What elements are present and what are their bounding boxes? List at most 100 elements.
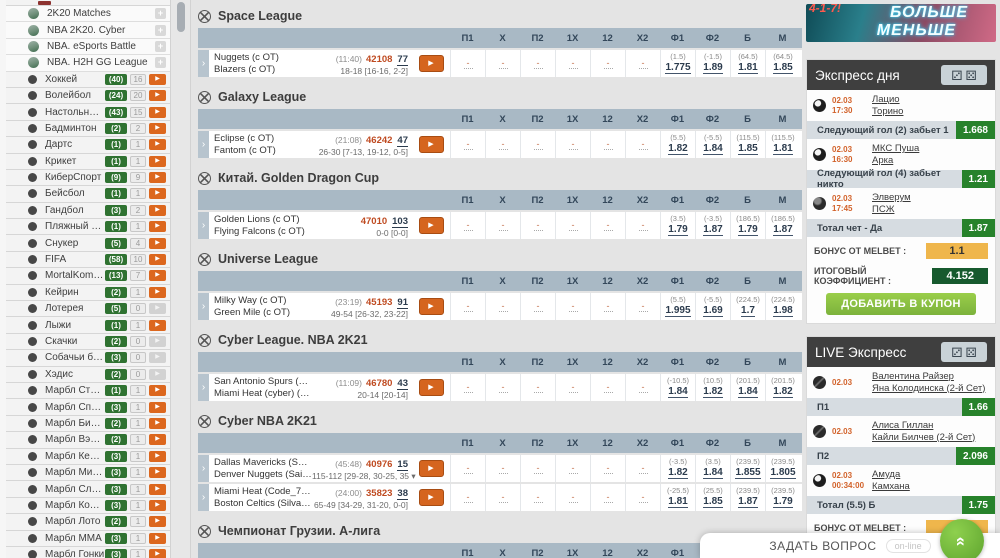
sidebar-item[interactable]: NBA. H2H GG League + — [6, 55, 170, 72]
odds-value[interactable]: 1.79 — [773, 495, 793, 508]
video-play-button[interactable]: ▶ — [418, 136, 444, 153]
sidebar-scrollbar[interactable] — [170, 0, 191, 558]
promo-banner[interactable]: 4-1-7! БОЛЬШЕ МЕНЬШЕ — [806, 4, 996, 42]
odds-value[interactable]: 1.81 — [773, 142, 793, 155]
league-header[interactable]: Cyber League. NBA 2K21 — [198, 332, 802, 348]
odds-value[interactable]: 1.85 — [703, 495, 723, 508]
sidebar-item[interactable]: Марбл Спиннеры(3)1▶ — [6, 399, 170, 416]
sidebar-item[interactable]: MortalKombat (13) 7 ▶ — [6, 268, 170, 285]
play-button[interactable]: ▶ — [149, 204, 166, 216]
expand-chevron[interactable]: › — [198, 50, 209, 77]
play-button[interactable]: ▶ — [149, 532, 166, 544]
odds-value[interactable]: 1.82 — [668, 142, 688, 155]
odds-value[interactable]: 1.82 — [668, 466, 688, 479]
play-button[interactable]: ▶ — [149, 467, 166, 479]
play-button[interactable]: ▶ — [149, 237, 166, 249]
video-play-button[interactable]: ▶ — [418, 217, 444, 234]
team-link[interactable]: Амуда — [872, 469, 901, 480]
sidebar-item[interactable]: Марбл Бильярд(2)1▶ — [6, 415, 170, 433]
video-play-button[interactable]: ▶ — [418, 298, 444, 315]
team-names[interactable]: San Antonio Spurs (cyber) (с ОТ)Miami He… — [209, 374, 312, 401]
odds-value[interactable]: 1.84 — [738, 385, 758, 398]
league-header[interactable]: Space League — [198, 8, 802, 24]
sidebar-item[interactable]: Крикет (1) 1 ▶ — [6, 153, 170, 170]
play-button[interactable]: ▶ — [149, 549, 166, 558]
sidebar-item[interactable]: Марбл Коллижн(3)1▶ — [6, 497, 170, 515]
play-button[interactable]: ▶ — [149, 254, 166, 266]
team-link[interactable]: МКС Пуша — [872, 143, 920, 154]
plus-icon[interactable]: + — [155, 40, 166, 52]
play-button[interactable]: ▶ — [149, 221, 166, 233]
sidebar-item[interactable]: Настольный теннис(43)15▶ — [6, 104, 170, 121]
odds-value[interactable]: 1.775 — [665, 61, 691, 74]
odds-value[interactable]: 1.87 — [703, 223, 723, 236]
plus-icon[interactable]: + — [155, 24, 166, 36]
sidebar-item[interactable]: Скачки (2) 0 ▶ — [6, 333, 170, 351]
play-button[interactable]: ▶ — [149, 286, 166, 298]
team-names[interactable]: Milky Way (с ОТ) Green Mile (с ОТ) — [209, 293, 312, 320]
team-link[interactable]: Яна Колодинска (2-й Сет) — [872, 382, 986, 394]
ask-question-bar[interactable]: ЗАДАТЬ ВОПРОС on-line « — [700, 519, 1000, 558]
odds-value[interactable]: 1.855 — [735, 466, 761, 479]
league-header[interactable]: Чемпионат Грузии. А-лига — [198, 523, 802, 539]
team-link[interactable]: Кайли Билчев (2-й Сет) — [872, 431, 976, 443]
play-button[interactable]: ▶ — [149, 172, 166, 184]
sidebar-item[interactable]: Марбл Лото (2) 1 ▶ — [6, 514, 170, 531]
play-button[interactable]: ▶ — [149, 90, 166, 102]
team-names[interactable]: Nuggets (с ОТ) Blazers (с ОТ) — [209, 50, 312, 77]
sidebar-item[interactable]: Хоккей (40) 16 ▶ — [6, 71, 170, 88]
video-play-button[interactable]: ▶ — [418, 55, 444, 72]
team-link[interactable]: Арка — [872, 154, 894, 166]
sidebar-item[interactable]: Пляжный волейбол(1)1▶ — [6, 219, 170, 236]
odds-value[interactable]: 1.89 — [703, 61, 723, 74]
odds-value[interactable]: 1.79 — [738, 223, 758, 236]
plus-icon[interactable]: + — [155, 8, 166, 20]
sidebar-item[interactable]: КиберСпорт (9) 9 ▶ — [6, 169, 170, 187]
team-link[interactable]: Валентина Райзер — [872, 371, 954, 382]
league-header[interactable]: Китай. Golden Dragon Cup — [198, 170, 802, 186]
play-button[interactable]: ▶ — [149, 499, 166, 511]
sidebar-item[interactable]: NBA. eSports Battle + — [6, 38, 170, 56]
expand-chevron[interactable]: › — [198, 131, 209, 158]
play-button[interactable]: ▶ — [149, 385, 166, 397]
team-link[interactable]: ПСЖ — [872, 203, 895, 215]
sidebar-item[interactable]: Кейрин (2) 1 ▶ — [6, 284, 170, 302]
league-header[interactable]: Galaxy League — [198, 89, 802, 105]
league-header[interactable]: Cyber NBA 2K21 — [198, 413, 802, 429]
randomize-button[interactable]: ⚂ ⚄ — [941, 65, 987, 85]
video-play-button[interactable]: ▶ — [418, 489, 444, 506]
randomize-button[interactable]: ⚂ ⚄ — [941, 342, 987, 362]
play-button[interactable]: ▶ — [149, 139, 166, 151]
play-button[interactable]: ▶ — [149, 155, 166, 167]
odds-value[interactable]: 1.84 — [703, 466, 723, 479]
odds-value[interactable]: 1.81 — [738, 61, 758, 74]
team-names[interactable]: Golden Lions (с ОТ) Flying Falcons (с ОТ) — [209, 212, 312, 239]
sidebar-item[interactable]: Гандбол (3) 2 ▶ — [6, 202, 170, 220]
team-link[interactable]: Камхана — [872, 480, 910, 492]
play-button[interactable]: ▶ — [149, 270, 166, 282]
expand-chevron[interactable]: › — [198, 374, 209, 401]
sidebar-item[interactable]: FIFA (58) 10 ▶ — [6, 251, 170, 269]
team-link[interactable]: Лацио — [872, 94, 900, 105]
play-button[interactable]: ▶ — [149, 73, 166, 85]
sidebar-item[interactable]: Марбл Стрельба(1)1▶ — [6, 382, 170, 400]
add-to-coupon-button[interactable]: ДОБАВИТЬ В КУПОН — [826, 293, 976, 315]
play-button[interactable]: ▶ — [149, 352, 166, 364]
odds-value[interactable]: 1.85 — [773, 61, 793, 74]
sidebar-item[interactable]: Бадминтон (2) 2 ▶ — [6, 120, 170, 138]
odds-value[interactable]: 1.82 — [703, 385, 723, 398]
odds-value[interactable]: 1.69 — [703, 304, 723, 317]
play-button[interactable]: ▶ — [149, 417, 166, 429]
odds-value[interactable]: 1.79 — [668, 223, 688, 236]
odds-value[interactable]: 1.87 — [738, 495, 758, 508]
sidebar-item[interactable]: Марбл Мишень(3)1▶ — [6, 464, 170, 482]
play-button[interactable]: ▶ — [149, 368, 166, 380]
sidebar-item[interactable]: Лыжи (1) 1 ▶ — [6, 317, 170, 334]
play-button[interactable]: ▶ — [149, 483, 166, 495]
expand-chevron[interactable]: › — [198, 293, 209, 320]
sidebar-item[interactable]: Снукер (5) 4 ▶ — [6, 235, 170, 252]
team-link[interactable]: Торино — [872, 105, 904, 117]
scroll-to-top-button[interactable]: « — [940, 519, 984, 558]
play-button[interactable]: ▶ — [149, 122, 166, 134]
odds-value[interactable]: 1.7 — [741, 304, 755, 317]
